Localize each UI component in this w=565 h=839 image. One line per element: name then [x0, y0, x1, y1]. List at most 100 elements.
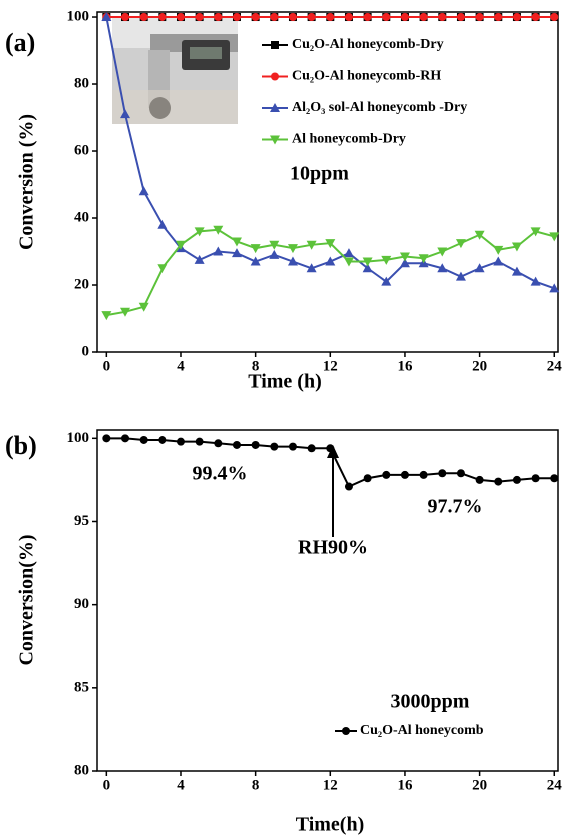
marker [175, 240, 186, 250]
marker [455, 239, 466, 249]
marker [102, 434, 111, 443]
marker [194, 254, 205, 264]
marker [400, 470, 409, 479]
marker [195, 13, 204, 22]
marker [307, 13, 316, 22]
marker [399, 252, 410, 262]
legend-marker [271, 72, 279, 81]
marker [382, 470, 391, 479]
marker [139, 435, 148, 444]
legend-label: Cu₂O-Al honeycomb-Dry [292, 37, 444, 52]
marker [494, 13, 503, 22]
marker [550, 474, 559, 483]
x-tick-label: 16 [397, 777, 413, 793]
x-tick-label: 24 [547, 358, 563, 374]
annotation: 97.7% [428, 496, 483, 518]
marker [158, 435, 167, 444]
y-tick-label: 0 [82, 343, 90, 359]
x-tick-label: 0 [103, 777, 111, 793]
y-tick-label: 20 [74, 276, 89, 292]
marker [119, 109, 130, 119]
marker [456, 469, 465, 478]
marker [531, 13, 540, 22]
marker [382, 13, 391, 22]
marker [418, 254, 429, 264]
marker [512, 13, 521, 22]
x-tick-label: 12 [323, 358, 338, 374]
marker [511, 242, 522, 252]
marker [119, 307, 130, 317]
x-axis-title: Time(h) [296, 814, 365, 836]
marker [475, 13, 484, 22]
marker [437, 247, 448, 257]
legend-label: Cu₂O-Al honeycomb-RH [292, 69, 441, 84]
marker [363, 474, 372, 483]
marker [381, 276, 392, 286]
marker [287, 256, 298, 266]
marker [512, 475, 521, 484]
marker [213, 225, 224, 235]
marker [437, 263, 448, 273]
x-tick-label: 16 [397, 358, 413, 374]
marker [139, 13, 148, 22]
x-tick-label: 24 [547, 777, 563, 793]
marker [251, 13, 260, 22]
marker [363, 13, 372, 22]
marker [474, 230, 485, 240]
plot-frame [96, 11, 559, 353]
y-tick-label: 100 [67, 430, 90, 446]
marker [343, 248, 354, 258]
marker [176, 437, 185, 446]
marker [176, 13, 185, 22]
legend-label: Al honeycomb-Dry [292, 132, 406, 147]
panel-label: (b) [5, 431, 37, 460]
marker [157, 264, 168, 274]
marker [511, 266, 522, 276]
marker [549, 283, 560, 293]
marker [550, 13, 559, 22]
marker [195, 437, 204, 446]
marker [270, 442, 279, 451]
marker [326, 13, 335, 22]
marker [325, 239, 336, 249]
x-tick-label: 8 [252, 777, 260, 793]
marker [232, 13, 241, 22]
marker [325, 256, 336, 266]
marker [232, 440, 241, 449]
marker [158, 13, 167, 22]
legend-label: Al₂O₃ sol-Al honeycomb -Dry [292, 100, 467, 115]
marker [214, 13, 223, 22]
legend-marker [270, 103, 280, 112]
marker [101, 12, 112, 22]
x-tick-label: 20 [472, 777, 487, 793]
annotation: 99.4% [193, 463, 248, 485]
marker [344, 13, 353, 22]
y-tick-label: 60 [74, 142, 89, 158]
marker [475, 475, 484, 484]
x-tick-label: 0 [103, 358, 111, 374]
marker [400, 13, 409, 22]
marker [455, 271, 466, 281]
marker [138, 302, 149, 312]
marker [120, 13, 129, 22]
marker [269, 249, 280, 259]
marker [251, 440, 260, 449]
marker [101, 311, 112, 321]
marker [419, 13, 428, 22]
marker [549, 232, 560, 242]
marker [306, 240, 317, 250]
marker [531, 474, 540, 483]
y-tick-label: 80 [74, 75, 89, 91]
y-axis-title: Conversion (%) [16, 114, 38, 250]
marker [362, 263, 373, 273]
marker [231, 248, 242, 258]
marker [250, 244, 261, 254]
marker [456, 13, 465, 22]
marker [306, 263, 317, 273]
x-tick-label: 4 [177, 358, 185, 374]
marker [288, 13, 297, 22]
arrow-head [327, 445, 339, 458]
marker [362, 257, 373, 267]
y-tick-label: 90 [74, 596, 89, 612]
